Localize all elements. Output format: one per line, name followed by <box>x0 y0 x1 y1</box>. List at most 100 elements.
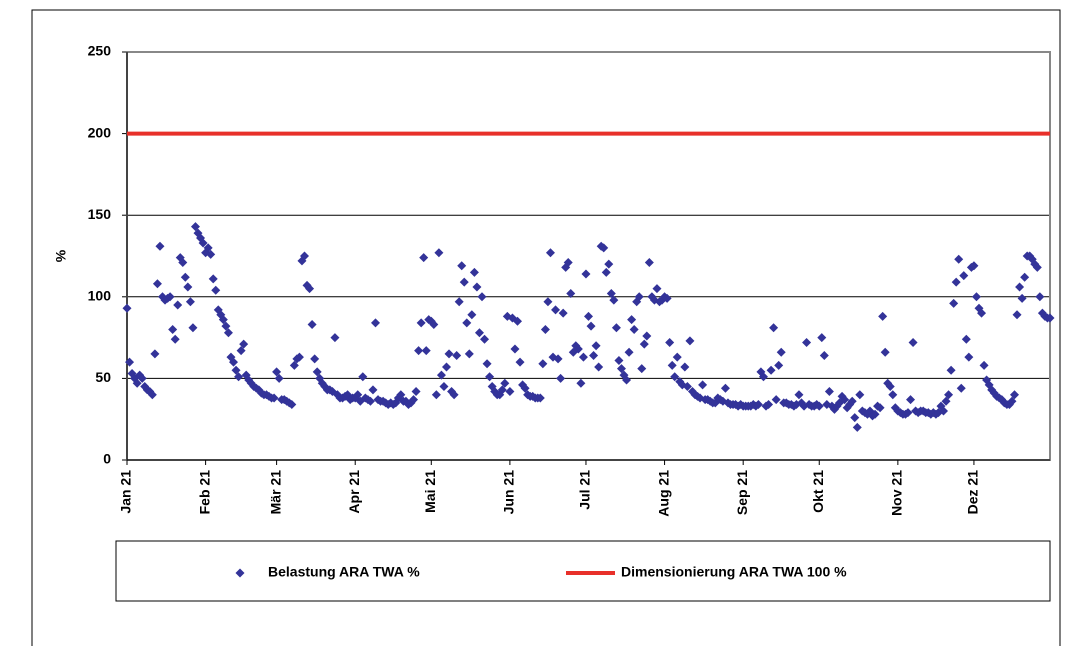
point <box>885 382 895 392</box>
point <box>289 360 299 370</box>
point <box>634 292 644 302</box>
point <box>239 339 249 349</box>
x-tick-label: Feb 21 <box>196 470 212 515</box>
point <box>979 360 989 370</box>
point <box>609 295 619 305</box>
x-tick-label: Okt 21 <box>810 470 826 513</box>
point <box>870 409 880 419</box>
point <box>794 390 804 400</box>
point <box>629 324 639 334</box>
point <box>581 269 591 279</box>
point <box>769 323 779 333</box>
point <box>236 346 246 356</box>
point <box>452 351 462 361</box>
point <box>371 318 380 328</box>
x-tick-label: Jun 21 <box>501 470 517 515</box>
point <box>949 298 959 308</box>
point <box>1035 292 1045 302</box>
point <box>543 297 553 307</box>
x-tick-label: Jan 21 <box>118 470 134 514</box>
y-axis-label: % <box>53 249 69 262</box>
legend-label: Dimensionierung ARA TWA 100 % <box>621 564 847 580</box>
point <box>482 359 492 369</box>
point <box>964 352 974 362</box>
point <box>368 385 378 395</box>
point <box>624 347 634 357</box>
point <box>467 310 477 320</box>
point <box>944 390 954 400</box>
point <box>558 308 568 318</box>
point <box>535 393 545 403</box>
point <box>147 390 157 400</box>
point <box>294 352 304 362</box>
point <box>505 386 515 396</box>
point <box>178 258 188 268</box>
point <box>847 396 857 406</box>
point <box>758 372 768 382</box>
point <box>584 311 593 321</box>
point <box>1010 390 1019 400</box>
point <box>878 311 888 321</box>
point <box>287 400 297 410</box>
point <box>642 331 652 341</box>
point <box>764 400 774 410</box>
point <box>802 337 812 347</box>
point <box>431 390 441 400</box>
point <box>606 289 616 299</box>
point <box>234 372 244 382</box>
point <box>850 413 860 423</box>
point <box>941 396 951 406</box>
point <box>672 352 682 362</box>
point <box>459 277 469 287</box>
point <box>477 292 487 302</box>
point <box>1007 396 1017 406</box>
point <box>416 318 426 328</box>
point <box>817 333 827 343</box>
point <box>594 362 604 372</box>
point <box>183 282 193 292</box>
point <box>152 279 162 289</box>
point <box>586 321 596 331</box>
y-tick-label: 200 <box>88 124 112 140</box>
point <box>1045 313 1055 323</box>
point <box>908 337 918 347</box>
point <box>272 367 282 377</box>
point <box>946 365 956 375</box>
point <box>622 375 632 385</box>
legend-marker <box>235 568 245 578</box>
point <box>627 315 637 325</box>
point <box>444 349 454 359</box>
point <box>229 357 238 367</box>
point <box>409 395 419 405</box>
x-tick-label: Mai 21 <box>422 470 438 513</box>
point <box>1012 310 1022 320</box>
point <box>305 284 315 294</box>
point <box>223 328 233 338</box>
point <box>951 277 961 287</box>
point <box>576 378 586 388</box>
point <box>880 347 890 357</box>
point <box>1015 282 1025 292</box>
y-tick-label: 50 <box>95 369 111 385</box>
point <box>591 341 601 351</box>
point <box>137 373 147 383</box>
point <box>218 315 228 325</box>
point <box>472 282 482 292</box>
point <box>190 222 200 232</box>
point <box>170 334 180 344</box>
point <box>180 272 190 282</box>
point <box>611 323 621 333</box>
point <box>198 238 208 248</box>
point <box>824 386 834 396</box>
point <box>637 364 647 374</box>
point <box>515 357 525 367</box>
point <box>165 292 175 302</box>
point <box>753 400 763 410</box>
point <box>1032 262 1042 272</box>
y-tick-label: 100 <box>88 288 112 304</box>
point <box>150 349 160 359</box>
point <box>485 372 495 382</box>
y-tick-label: 0 <box>103 451 111 467</box>
x-tick-label: Mär 21 <box>267 470 283 515</box>
